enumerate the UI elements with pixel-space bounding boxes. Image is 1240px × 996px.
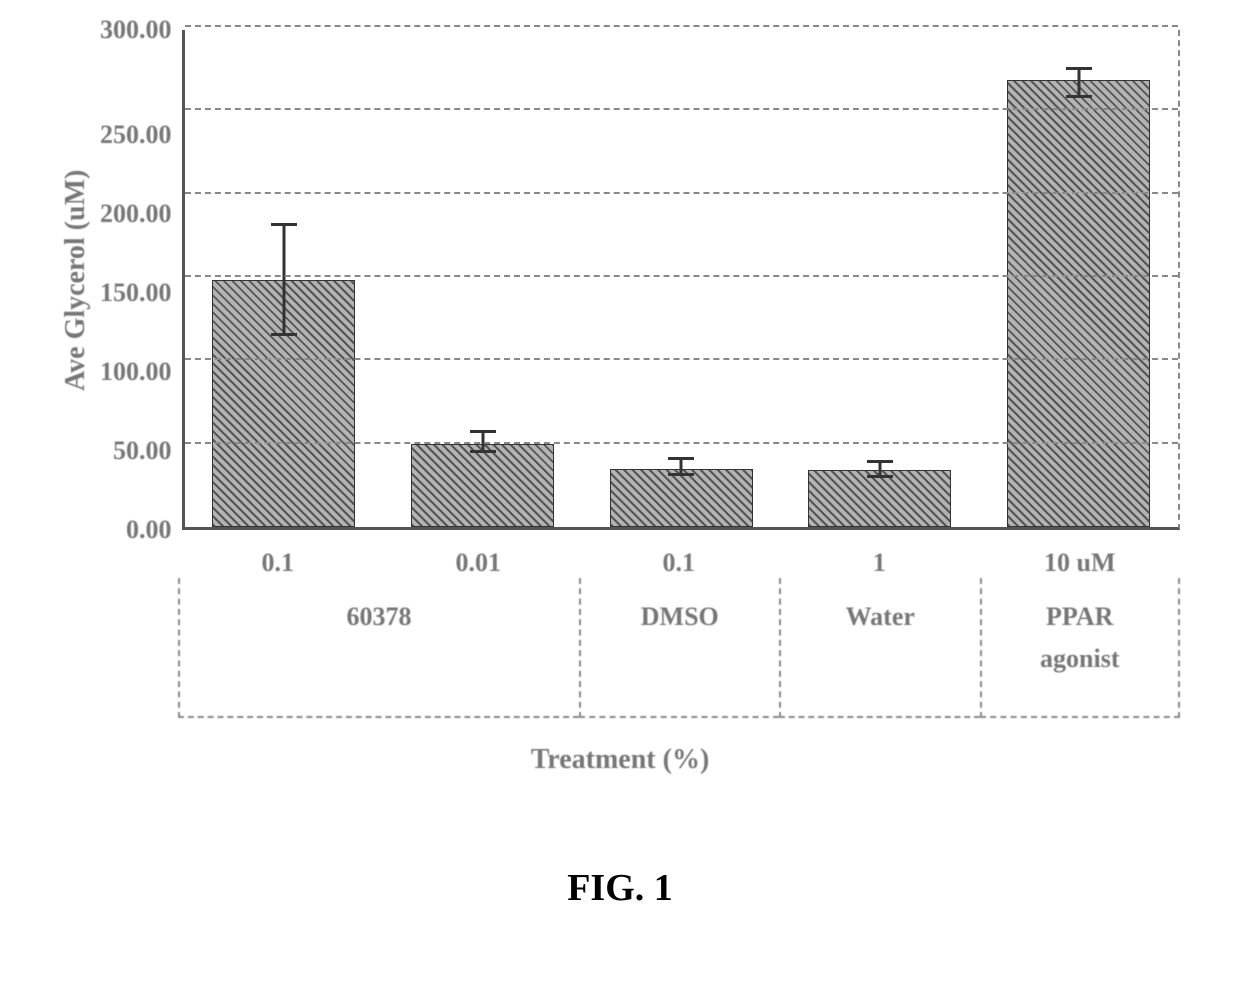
group-label: 60378 xyxy=(178,578,579,718)
group-label: Water xyxy=(779,578,980,718)
error-cap xyxy=(1066,67,1092,70)
plot-area xyxy=(182,30,1181,530)
gridline xyxy=(185,275,1179,277)
bar xyxy=(1007,80,1150,527)
error-bar xyxy=(282,225,285,335)
gridline xyxy=(185,108,1179,110)
error-cap xyxy=(271,223,297,226)
group-cells: 60378DMSOWaterPPARagonist xyxy=(178,578,1181,718)
bars-container xyxy=(185,30,1179,527)
error-cap xyxy=(867,475,893,478)
error-cap xyxy=(867,460,893,463)
error-bar xyxy=(1077,69,1080,97)
x-tick-label: 1 xyxy=(779,530,980,578)
y-tick-label: 200.00 xyxy=(100,201,172,227)
x-tick-label: 0.1 xyxy=(178,530,379,578)
group-label: DMSO xyxy=(579,578,780,718)
x-tick-label: 0.1 xyxy=(579,530,780,578)
x-tick-label: 10 uM xyxy=(980,530,1181,578)
y-axis-ticks: 300.00250.00200.00150.00100.0050.000.00 xyxy=(100,30,182,530)
x-axis-row: 300.00 0.10.010.1110 uM xyxy=(60,530,1180,578)
bar-slot xyxy=(781,30,980,527)
error-cap xyxy=(668,457,694,460)
gridline xyxy=(185,442,1179,444)
bar xyxy=(411,444,554,527)
y-tick-label: 150.00 xyxy=(100,280,172,306)
y-tick-label: 300.00 xyxy=(100,17,172,43)
error-cap xyxy=(1066,95,1092,98)
group-axis-row: 300.00 60378DMSOWaterPPARagonist xyxy=(60,578,1180,718)
x-tick-label: 0.01 xyxy=(378,530,579,578)
y-tick-label: 50.00 xyxy=(100,438,172,464)
y-tick-label: 0.00 xyxy=(100,517,172,543)
gridline xyxy=(185,25,1179,27)
bar xyxy=(808,470,951,527)
bar-slot xyxy=(582,30,781,527)
gridline xyxy=(185,358,1179,360)
y-axis-label: Ave Glycerol (uM) xyxy=(60,30,92,530)
figure-container: Ave Glycerol (uM) 300.00250.00200.00150.… xyxy=(60,30,1180,910)
group-label: PPARagonist xyxy=(980,578,1181,718)
x-axis-ticks: 0.10.010.1110 uM xyxy=(178,530,1181,578)
gridline xyxy=(185,192,1179,194)
x-axis-label: Treatment (%) xyxy=(60,744,1180,776)
y-tick-label: 100.00 xyxy=(100,359,172,385)
y-tick-label: 250.00 xyxy=(100,122,172,148)
chart-row: Ave Glycerol (uM) 300.00250.00200.00150.… xyxy=(60,30,1180,530)
bar-slot xyxy=(979,30,1178,527)
error-cap xyxy=(668,473,694,476)
figure-caption: FIG. 1 xyxy=(60,866,1180,910)
error-cap xyxy=(470,430,496,433)
error-cap xyxy=(271,333,297,336)
bar xyxy=(610,469,753,527)
bar-slot xyxy=(185,30,384,527)
bar-slot xyxy=(383,30,582,527)
error-cap xyxy=(470,450,496,453)
